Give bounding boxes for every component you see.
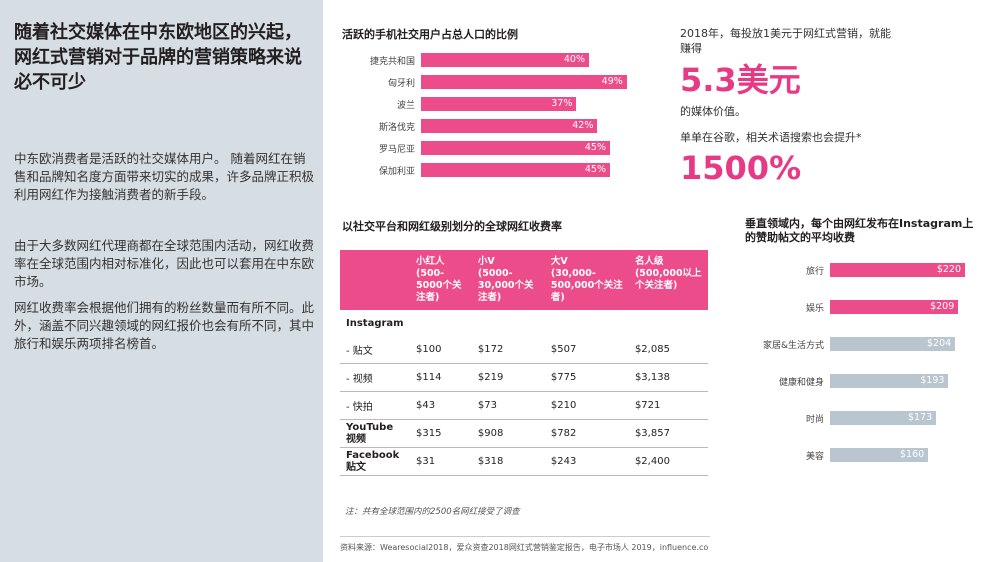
vertical-fees-chart-title: 垂直领域内，每个由网红发布在Instagram上的赞助帖文的平均收费 <box>745 217 974 244</box>
bar-value-label: $220 <box>936 264 961 275</box>
bar <box>830 300 959 314</box>
bar-value-label: $204 <box>926 338 952 349</box>
table-cell: $114 <box>410 363 472 392</box>
table-cell: $782 <box>544 419 629 448</box>
bar-category-label: 保加利亚 <box>378 167 415 177</box>
fee-table: 小红人 (500-5000个关注者) 小V (5000-30,000个关注者) … <box>340 250 708 476</box>
bar <box>830 263 965 277</box>
search-growth-value: 1500% <box>680 149 802 187</box>
mobile-users-chart-title: 活跃的手机社交用户占总人口的比例 <box>342 28 518 41</box>
bar-category-label: 时尚 <box>805 415 824 425</box>
table-cell: $318 <box>471 447 545 476</box>
table-row: Facebook 贴文 $31 $318 $243 $2,400 <box>340 447 708 476</box>
bar <box>830 411 937 425</box>
table-row: - 贴文 $100 $172 $507 $2,085 <box>340 336 708 364</box>
bar-value-label: 37% <box>551 98 573 109</box>
table-row-label: Instagram <box>346 317 404 329</box>
bar-category-label: 斯洛伐克 <box>378 123 415 133</box>
media-value-text: 的媒体价值。 <box>680 105 746 118</box>
bar <box>421 75 627 89</box>
fee-table-header-cell: 小红人 (500-5000个关注者) <box>410 250 472 310</box>
bar-value-label: $160 <box>899 449 925 460</box>
bar-category-label: 捷克共和国 <box>369 57 415 67</box>
roi-text: 2018年，每投放1美元于网红式营销，就能赚得 <box>680 27 891 55</box>
source-divider <box>340 536 710 537</box>
bar <box>830 448 929 462</box>
table-cell <box>545 310 629 336</box>
bar-category-label: 罗马尼亚 <box>378 145 415 155</box>
table-row-label: - 视频 <box>340 363 410 392</box>
bar-value-label: 49% <box>601 76 623 87</box>
fee-table-header: 小红人 (500-5000个关注者) 小V (5000-30,000个关注者) … <box>340 250 708 310</box>
table-cell: $908 <box>471 419 545 448</box>
table-row-label: - 快拍 <box>340 391 410 420</box>
table-cell: $721 <box>628 391 708 420</box>
table-cell: $219 <box>471 363 545 392</box>
table-cell: $315 <box>410 419 472 448</box>
bar-value-label: 40% <box>563 54 585 65</box>
bar-value-label: 45% <box>584 164 606 175</box>
table-row-label: YouTube 视频 <box>340 419 410 448</box>
table-cell: $210 <box>544 391 629 420</box>
bar <box>830 374 949 388</box>
roi-value: 5.3美元 <box>680 61 801 99</box>
fee-table-header-cell: 小V (5000-30,000个关注者) <box>471 250 545 310</box>
table-cell <box>410 310 472 336</box>
bar-value-label: 45% <box>584 142 606 153</box>
sidebar-panel: 随着社交媒体在中东欧地区的兴起，网红式营销对于品牌的营销策略来说必不可少 中东欧… <box>0 0 323 562</box>
bar <box>421 163 610 177</box>
intro-paragraph: 中东欧消费者是活跃的社交媒体用户。 随着网红在销售和品牌知名度方面带来切实的成果… <box>14 151 315 202</box>
bar <box>830 337 956 351</box>
table-cell <box>472 310 545 336</box>
table-cell: $2,085 <box>628 336 708 364</box>
bar-value-label: $209 <box>930 301 955 312</box>
table-cell: $2,400 <box>628 447 708 476</box>
table-cell: $775 <box>544 363 629 392</box>
fee-table-header-cell: 名人级 (500,000以上个关注者) <box>628 250 708 310</box>
bar-value-label: $193 <box>920 375 945 386</box>
bar <box>421 141 610 155</box>
pricing-paragraph: 由于大多数网红代理商都在全球范围内活动，网红收费率在全球范围内相对标准化，因此也… <box>14 238 315 289</box>
bar-category-label: 旅行 <box>805 267 824 277</box>
search-text: 单单在谷歌，相关术语搜索也会提升* <box>680 131 862 144</box>
bar-value-label: 42% <box>572 120 594 131</box>
bar <box>421 97 577 111</box>
table-cell: $243 <box>544 447 629 476</box>
table-cell: $73 <box>471 391 545 420</box>
bar-value-label: $173 <box>907 412 933 423</box>
bar-category-label: 健康和健身 <box>778 378 824 388</box>
table-cell: $31 <box>410 447 472 476</box>
fee-table-header-cell: 大V (30,000-500,000个关注者) <box>544 250 629 310</box>
table-cell: $3,138 <box>628 363 708 392</box>
table-cell: $172 <box>471 336 545 364</box>
bar-category-label: 娱乐 <box>805 304 824 314</box>
table-row-label: - 贴文 <box>340 336 410 364</box>
table-row: YouTube 视频 $315 $908 $782 $3,857 <box>340 419 708 448</box>
fee-table-title: 以社交平台和网红级别划分的全球网红收费率 <box>342 220 562 233</box>
bar-category-label: 家居&生活方式 <box>762 341 824 351</box>
bar-category-label: 波兰 <box>396 101 415 111</box>
table-row: - 视频 $114 $219 $775 $3,138 <box>340 363 708 392</box>
table-cell: $507 <box>544 336 629 364</box>
source-note: 资料来源：Wearesocial2018，爱众资查2018网红式营销鉴定报告，电… <box>340 543 709 552</box>
bar-category-label: 匈牙利 <box>387 79 415 89</box>
bar-category-label: 美容 <box>805 452 824 462</box>
table-cell: $3,857 <box>628 419 708 448</box>
bar <box>421 119 598 133</box>
ranking-paragraph: 网红收费率会根据他们拥有的粉丝数量而有所不同。此外，涵盖不同兴趣领域的网红报价也… <box>14 300 315 351</box>
table-cell: $100 <box>410 336 472 364</box>
table-cell: $43 <box>410 391 472 420</box>
table-cell <box>629 310 708 336</box>
page-title: 随着社交媒体在中东欧地区的兴起，网红式营销对于品牌的营销策略来说必不可少 <box>14 22 302 93</box>
table-row: Instagram <box>340 310 708 336</box>
table-row-label: Facebook 贴文 <box>340 447 410 476</box>
fee-table-note: 注：共有全球范围内的2500名网红接受了调查 <box>345 507 520 517</box>
table-row: - 快拍 $43 $73 $210 $721 <box>340 391 708 420</box>
fee-table-header-cell <box>340 250 410 310</box>
bar <box>421 53 589 67</box>
